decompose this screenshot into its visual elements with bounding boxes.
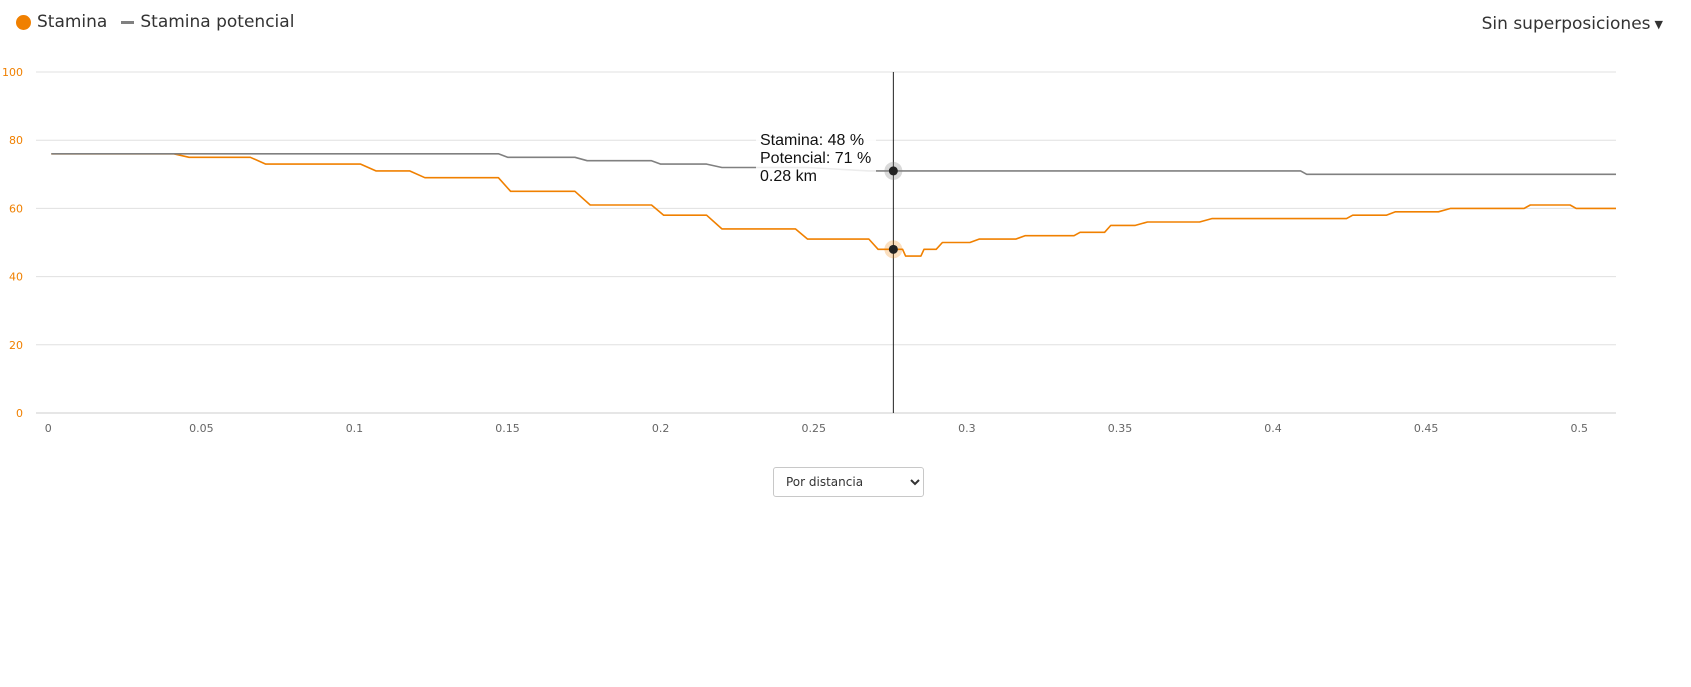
- mode-select[interactable]: Por distancia: [773, 467, 924, 497]
- chart-series: [51, 153, 1616, 257]
- tooltip: Stamina: 48 % Potencial: 71 % 0.28 km: [756, 128, 876, 185]
- legend-stamina-label: Stamina: [37, 12, 108, 32]
- tooltip-distance: 0.28 km: [760, 168, 817, 185]
- stamina-line: [51, 153, 1616, 257]
- x-tick-label: 0.25: [802, 422, 827, 435]
- x-tick-label: 0.3: [958, 422, 976, 435]
- legend-item-potential[interactable]: Stamina potencial: [121, 12, 294, 32]
- x-tick-label: 0.45: [1414, 422, 1439, 435]
- x-tick-label: 0.4: [1264, 422, 1282, 435]
- caret-down-icon: ▼: [1654, 17, 1663, 31]
- mode-dropdown-wrap: Por distancia: [773, 467, 924, 497]
- chart-grid: [36, 71, 1616, 414]
- tooltip-background: [756, 128, 876, 184]
- stamina-point-marker: [888, 244, 898, 254]
- x-tick-label: 0.5: [1571, 422, 1589, 435]
- tooltip-stamina: Stamina: 48 %: [760, 132, 864, 149]
- legend-potential-label: Stamina potencial: [140, 12, 295, 32]
- overlay-menu-label: Sin superposiciones: [1481, 14, 1651, 34]
- potential-line-icon: [121, 20, 135, 24]
- overlay-menu-button[interactable]: Sin superposiciones ▼: [1482, 14, 1663, 34]
- x-tick-label: 0.15: [495, 422, 520, 435]
- y-tick-label: 20: [9, 339, 23, 352]
- crosshair: [884, 72, 903, 413]
- x-tick-label: 0.35: [1108, 422, 1133, 435]
- stamina-dot-icon: [16, 14, 31, 30]
- y-tick-label: 60: [9, 202, 23, 215]
- y-tick-label: 80: [9, 134, 23, 147]
- x-tick-label: 0.1: [346, 422, 364, 435]
- y-tick-label: 100: [2, 66, 23, 79]
- x-tick-label: 0: [45, 422, 52, 435]
- y-axis-ticks: 0 20 40 60 80 100: [2, 66, 23, 420]
- chart-legend: Stamina Stamina potencial: [16, 12, 294, 32]
- x-tick-label: 0.2: [652, 422, 670, 435]
- y-tick-label: 40: [9, 271, 23, 284]
- x-axis-ticks: 0 0.05 0.1 0.15 0.2 0.25 0.3 0.35 0.4 0.45 0.5: [45, 422, 1588, 435]
- tooltip-potential: Potencial: 71 %: [760, 150, 871, 167]
- x-tick-label: 0.05: [189, 422, 214, 435]
- legend-item-stamina[interactable]: Stamina: [16, 12, 107, 32]
- potential-point-marker: [888, 166, 898, 176]
- potential-line: [51, 153, 1616, 176]
- y-tick-label: 0: [16, 407, 23, 420]
